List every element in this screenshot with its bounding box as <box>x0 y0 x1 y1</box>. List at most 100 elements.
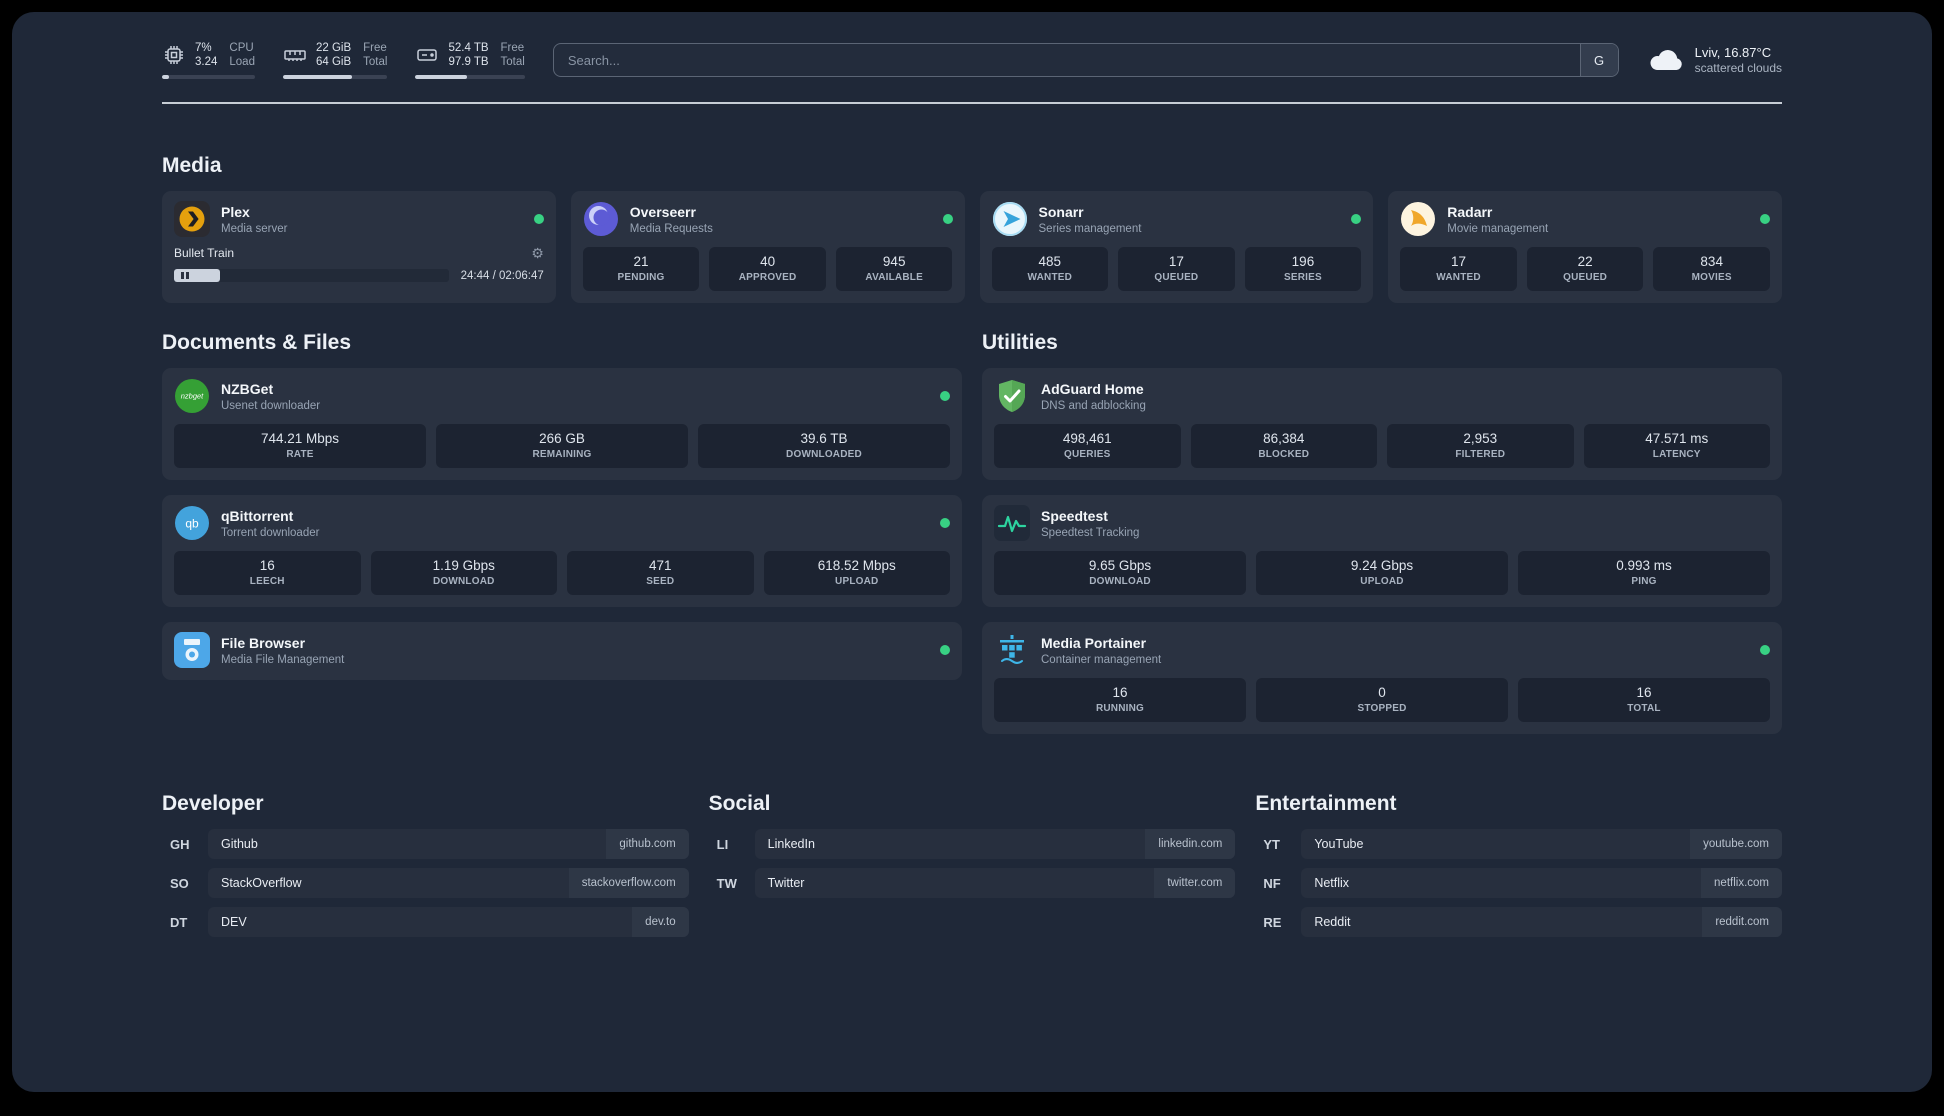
memory-icon <box>283 43 307 67</box>
service-card-overseerr[interactable]: Overseerr Media Requests 21 PENDING 40 A… <box>570 191 965 303</box>
cpu-load-label: Load <box>229 56 255 68</box>
header-divider <box>162 102 1782 104</box>
service-card-speedtest[interactable]: Speedtest Speedtest Tracking 9.65 Gbps D… <box>982 495 1782 607</box>
bookmark-name: Reddit <box>1314 915 1351 929</box>
service-subtitle: Media server <box>221 222 288 235</box>
stat-value: 498,461 <box>1062 431 1112 446</box>
status-dot-online <box>1760 645 1770 655</box>
stat-value: 485 <box>1038 254 1062 269</box>
bookmark-abbr: GH <box>170 836 190 852</box>
bookmark-domain: dev.to <box>632 907 689 937</box>
service-card-sonarr[interactable]: Sonarr Series management 485 WANTED 17 Q… <box>979 191 1374 303</box>
section-heading-entertainment: Entertainment <box>1255 792 1397 815</box>
playback-progress-track[interactable] <box>220 269 449 282</box>
adguard-icon <box>994 378 1030 414</box>
two-column-area: Documents & Files nzbget <box>162 331 1782 734</box>
stat-label: STOPPED <box>1357 703 1407 714</box>
stat-value: 22 <box>1577 254 1593 269</box>
stat-value: 834 <box>1700 254 1723 269</box>
bookmarks-area: Developer GH Github github.com SO StackO… <box>162 792 1782 946</box>
bookmark-domain: stackoverflow.com <box>568 868 689 898</box>
memory-free-value: 22 GiB <box>315 42 352 54</box>
service-name: Plex <box>221 203 250 220</box>
service-name: AdGuard Home <box>1041 380 1144 397</box>
pause-button[interactable] <box>174 269 220 282</box>
dashboard-page: 7% 3.24 CPU Load <box>12 12 1932 1092</box>
service-card-adguard[interactable]: AdGuard Home DNS and adblocking 498,461 … <box>982 368 1782 480</box>
bookmark-reddit[interactable]: RE Reddit reddit.com <box>1255 907 1782 937</box>
stat-label: BLOCKED <box>1258 449 1310 460</box>
nzbget-icon: nzbget <box>174 378 210 414</box>
memory-progress-bar <box>282 75 388 79</box>
bookmark-name: DEV <box>221 915 247 929</box>
stat-label: QUEUED <box>1154 272 1199 283</box>
weather-widget[interactable]: Lviv, 16.87°C scattered clouds <box>1647 44 1782 76</box>
stat-value: 9.65 Gbps <box>1088 558 1152 573</box>
disk-total-label: Total <box>500 56 525 68</box>
stat-tile: 40 APPROVED <box>709 247 826 291</box>
stat-tile: 498,461 QUERIES <box>994 424 1181 468</box>
stat-label: DOWNLOADED <box>786 449 862 460</box>
stat-label: FILTERED <box>1455 449 1506 460</box>
stat-tile: 0.993 ms PING <box>1518 551 1770 595</box>
stat-value: 40 <box>760 254 776 269</box>
top-bar: 7% 3.24 CPU Load <box>162 38 1782 82</box>
status-dot-online <box>942 214 953 224</box>
bookmark-netflix[interactable]: NF Netflix netflix.com <box>1255 868 1782 898</box>
stat-value: 2,953 <box>1463 431 1498 446</box>
bookmark-twitter[interactable]: TW Twitter twitter.com <box>709 868 1236 898</box>
service-card-qbittorrent[interactable]: qb qBittorrent Torrent downloader <box>162 495 962 607</box>
section-heading-utilities: Utilities <box>982 331 1058 354</box>
bookmark-domain: youtube.com <box>1690 829 1782 859</box>
stat-value: 0.993 ms <box>1616 558 1672 573</box>
service-card-nzbget[interactable]: nzbget NZBGet Usenet downloader 74 <box>162 368 962 480</box>
bookmark-abbr: DT <box>170 914 188 930</box>
bookmark-name: Github <box>221 837 258 851</box>
memory-widget: 22 GiB 64 GiB Free Total <box>282 41 388 79</box>
stat-label: DOWNLOAD <box>1089 576 1151 587</box>
service-card-portainer[interactable]: Media Portainer Container management 16 … <box>982 622 1782 734</box>
bookmark-abbr: TW <box>716 875 737 891</box>
disk-free-label: Free <box>500 42 525 54</box>
stat-tile: 945 AVAILABLE <box>835 247 953 291</box>
stat-tile: 834 MOVIES <box>1653 247 1770 291</box>
bookmark-dev[interactable]: DT DEV dev.to <box>162 907 689 937</box>
cpu-load-value: 3.24 <box>195 56 218 68</box>
bookmark-linkedin[interactable]: LI LinkedIn linkedin.com <box>709 829 1236 859</box>
stat-label: WANTED <box>1436 272 1481 283</box>
bookmark-abbr: YT <box>1263 836 1280 852</box>
stat-label: PING <box>1631 576 1657 587</box>
stat-tile: 39.6 TB DOWNLOADED <box>698 424 950 468</box>
cpu-usage-value: 7% <box>195 42 212 54</box>
stat-label: RUNNING <box>1095 703 1145 714</box>
service-card-plex[interactable]: Plex Media server Bullet Train ⚙ 24:44 /… <box>162 191 556 303</box>
service-name: Overseerr <box>629 203 696 220</box>
bookmark-stackoverflow[interactable]: SO StackOverflow stackoverflow.com <box>162 868 689 898</box>
stat-label: SEED <box>646 576 675 587</box>
stat-value: 744.21 Mbps <box>260 431 340 446</box>
status-dot-online <box>940 645 950 655</box>
stat-value: 471 <box>648 558 672 573</box>
weather-location: Lviv, 16.87°C <box>1694 45 1772 60</box>
stat-label: PENDING <box>617 272 665 283</box>
stat-label: UPLOAD <box>835 576 879 587</box>
service-card-radarr[interactable]: Radarr Movie management 17 WANTED 22 QUE… <box>1388 191 1782 303</box>
stat-value: 9.24 Gbps <box>1350 558 1414 573</box>
stat-tile: 485 WANTED <box>991 247 1109 291</box>
service-subtitle: Media Requests <box>629 222 713 235</box>
stat-tile: 0 STOPPED <box>1256 678 1508 722</box>
stat-value: 618.52 Mbps <box>817 558 896 573</box>
gear-icon[interactable]: ⚙ <box>531 245 544 261</box>
stat-label: QUEUED <box>1563 272 1608 283</box>
weather-condition: scattered clouds <box>1694 61 1782 75</box>
search-provider-button[interactable]: G <box>1579 44 1618 76</box>
service-card-filebrowser[interactable]: File Browser Media File Management <box>162 622 962 680</box>
bookmark-youtube[interactable]: YT YouTube youtube.com <box>1255 829 1782 859</box>
search-input[interactable] <box>553 44 1580 76</box>
status-dot-online <box>533 214 544 224</box>
service-subtitle: Usenet downloader <box>221 399 321 412</box>
bookmark-name: Netflix <box>1314 876 1350 890</box>
bookmark-github[interactable]: GH Github github.com <box>162 829 689 859</box>
stat-tile: 16 TOTAL <box>1518 678 1770 722</box>
service-subtitle: Media File Management <box>221 653 345 666</box>
